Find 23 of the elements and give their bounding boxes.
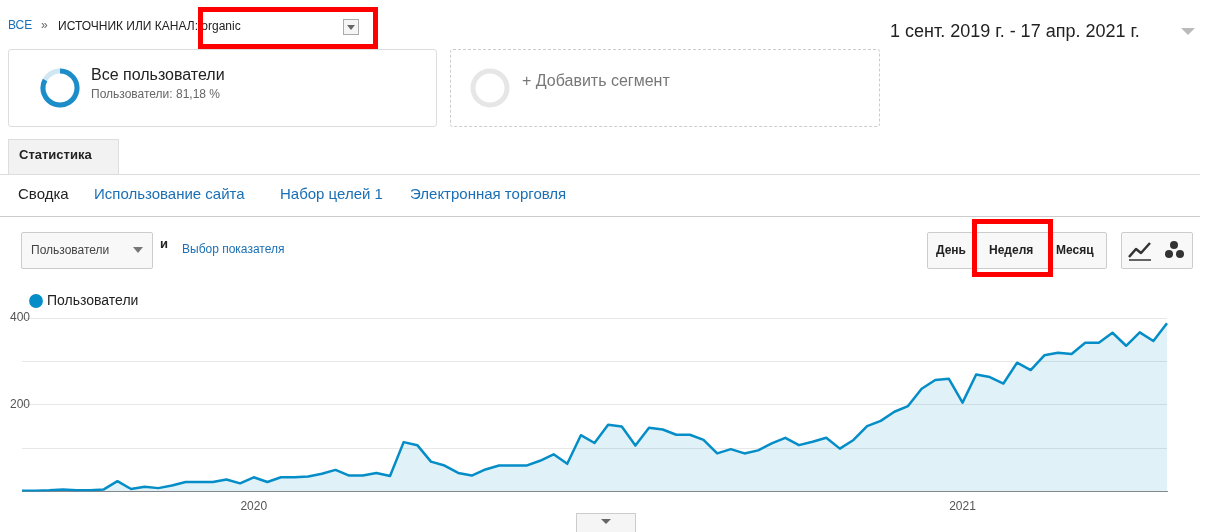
legend-label: Пользователи [47, 291, 139, 308]
text: Выбор показателя [182, 242, 285, 256]
text: » [41, 18, 48, 32]
text: ИСТОЧНИК ИЛИ КАНАЛ: organic [58, 19, 241, 33]
text: и [160, 236, 168, 251]
text: Все пользователи [91, 66, 225, 84]
text: + Добавить сегмент [522, 72, 670, 90]
text: Электронная торговля [410, 185, 567, 202]
text: ВСЕ [8, 18, 33, 32]
text: День [936, 243, 966, 257]
text: Набор целей 1 [280, 185, 383, 202]
text: Месяц [1056, 243, 1094, 257]
text: Пользователи [31, 243, 110, 257]
text: Пользователи: 81,18 % [91, 87, 221, 101]
x-tick-label: 2021 [949, 499, 977, 514]
text: Использование сайта [94, 185, 245, 202]
y-tick-label: 200 [10, 397, 31, 412]
text: Статистика [19, 147, 92, 162]
y-tick-label: 400 [10, 310, 31, 325]
text: 1 сент. 2019 г. - 17 апр. 2021 г. [890, 21, 1140, 42]
x-tick-label: 2020 [240, 499, 268, 514]
text: Неделя [989, 243, 1034, 257]
text: Сводка [18, 185, 69, 202]
